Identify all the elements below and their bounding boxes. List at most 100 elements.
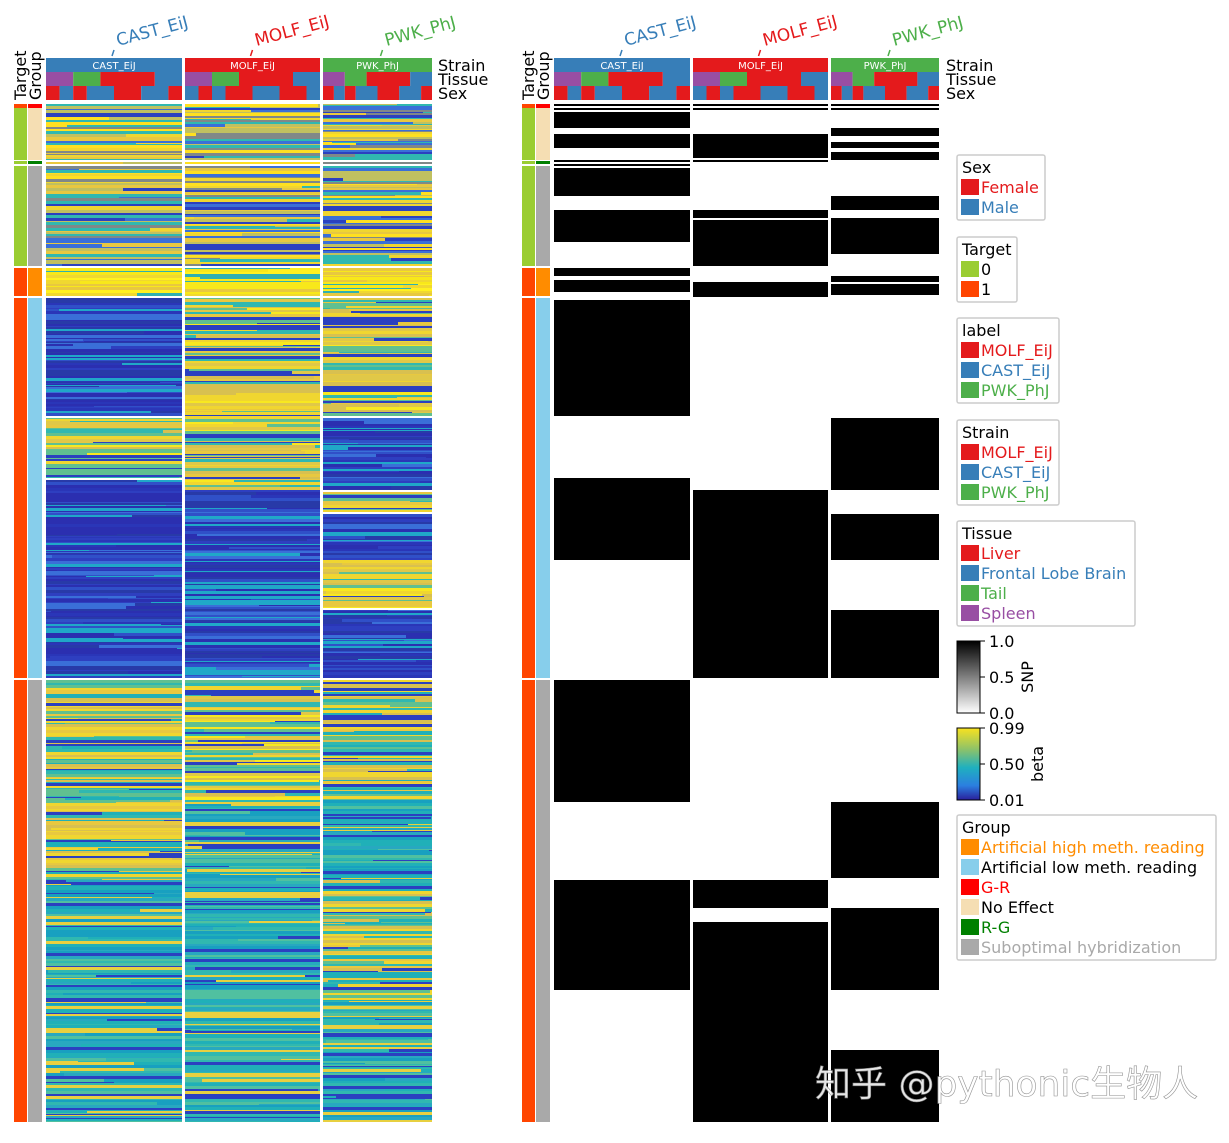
heatmap-row xyxy=(185,651,320,653)
heatmap-row xyxy=(62,264,182,266)
heatmap-row xyxy=(46,300,182,303)
heatmap-row xyxy=(275,721,320,722)
heatmap-row xyxy=(323,291,359,293)
heatmap-row xyxy=(323,811,432,814)
heatmap-row xyxy=(46,770,182,771)
heatmap-row xyxy=(46,113,182,116)
heatmap-row xyxy=(62,208,182,210)
heatmap-row xyxy=(323,118,432,119)
heatmap-row xyxy=(46,174,182,176)
heatmap-row xyxy=(185,654,320,656)
heatmap-row xyxy=(46,198,182,201)
heatmap-row xyxy=(301,712,320,715)
heatmap-row xyxy=(185,853,320,854)
heatmap-row xyxy=(185,999,320,1000)
colorbar-label: SNP xyxy=(1018,661,1037,693)
heatmap-row xyxy=(430,990,432,993)
heatmap-row xyxy=(323,924,432,925)
heatmap-row xyxy=(323,1091,432,1093)
heatmap-row xyxy=(46,261,182,264)
heatmap-row xyxy=(136,596,182,598)
heatmap-row xyxy=(185,403,320,406)
heatmap-row xyxy=(185,686,320,687)
heatmap-row xyxy=(154,893,182,894)
heatmap-row xyxy=(387,615,432,616)
heatmap-row xyxy=(380,982,432,984)
heatmap-row xyxy=(46,658,182,661)
heatmap-row xyxy=(46,871,119,872)
heatmap-row xyxy=(332,142,432,143)
heatmap-row xyxy=(323,666,432,668)
heatmap-row xyxy=(135,603,182,606)
heatmap-row xyxy=(46,944,182,947)
heatmap-row xyxy=(185,434,320,436)
heatmap-row xyxy=(46,723,65,724)
heatmap-row xyxy=(323,926,432,929)
heatmap-row xyxy=(185,441,320,442)
heatmap-row xyxy=(216,980,320,982)
heatmap-row xyxy=(323,809,432,811)
heatmap-row xyxy=(281,1059,320,1060)
heatmap-row xyxy=(323,1089,385,1091)
legend-swatch xyxy=(961,261,979,277)
heatmap-row xyxy=(185,667,216,670)
heatmap-row xyxy=(220,874,320,875)
heatmap-row xyxy=(323,253,432,255)
heatmap-row xyxy=(323,106,432,108)
heatmap-row xyxy=(346,220,432,223)
heatmap-row xyxy=(185,832,245,835)
target-annotation xyxy=(14,268,27,296)
heatmap-row xyxy=(46,399,182,400)
sex-annotation xyxy=(863,86,885,100)
heatmap-row xyxy=(46,860,182,863)
heatmap-row xyxy=(323,451,432,452)
heatmap-row xyxy=(105,129,182,131)
heatmap-row xyxy=(46,622,83,624)
heatmap-row xyxy=(323,558,432,560)
heatmap-row xyxy=(46,287,182,289)
heatmap-row xyxy=(424,596,432,597)
heatmap-row xyxy=(46,624,161,625)
heatmap-row xyxy=(46,206,182,208)
heatmap-row xyxy=(93,442,182,443)
heatmap-row xyxy=(46,430,163,433)
snp-block xyxy=(554,210,690,242)
heatmap-row xyxy=(185,1005,320,1007)
heatmap-row xyxy=(309,664,320,667)
heatmap-row xyxy=(46,204,182,206)
heatmap-row xyxy=(323,860,373,861)
heatmap-row xyxy=(323,1052,432,1053)
target-annotation xyxy=(522,108,535,160)
heatmap-row xyxy=(46,221,182,222)
heatmap-row xyxy=(185,258,220,259)
heatmap-row xyxy=(323,742,432,745)
heatmap-row xyxy=(46,706,182,707)
heatmap-row xyxy=(185,116,320,118)
heatmap-row xyxy=(46,966,182,967)
heatmap-row xyxy=(323,579,432,580)
heatmap-row xyxy=(323,342,432,345)
heatmap-row xyxy=(46,1025,140,1028)
heatmap-row xyxy=(323,378,432,381)
heatmap-row xyxy=(46,148,182,151)
heatmap-row xyxy=(185,941,320,944)
heatmap-row xyxy=(185,356,320,359)
heatmap-row xyxy=(425,1099,432,1100)
heatmap-row xyxy=(102,812,182,815)
heatmap-row xyxy=(46,703,182,706)
heatmap-row xyxy=(46,802,116,803)
heatmap-row xyxy=(323,185,432,187)
heatmap-row xyxy=(323,615,387,616)
heatmap-row xyxy=(323,591,326,594)
heatmap-row xyxy=(185,934,320,936)
heatmap-row xyxy=(46,853,149,856)
heatmap-row xyxy=(323,375,432,378)
heatmap-row xyxy=(46,461,182,464)
heatmap-row xyxy=(185,579,320,582)
heatmap-row xyxy=(46,376,182,378)
heatmap-row xyxy=(185,346,320,347)
heatmap-row xyxy=(71,884,182,885)
heatmap-row xyxy=(323,819,432,821)
heatmap-row xyxy=(323,894,432,896)
heatmap-row xyxy=(46,1091,182,1094)
